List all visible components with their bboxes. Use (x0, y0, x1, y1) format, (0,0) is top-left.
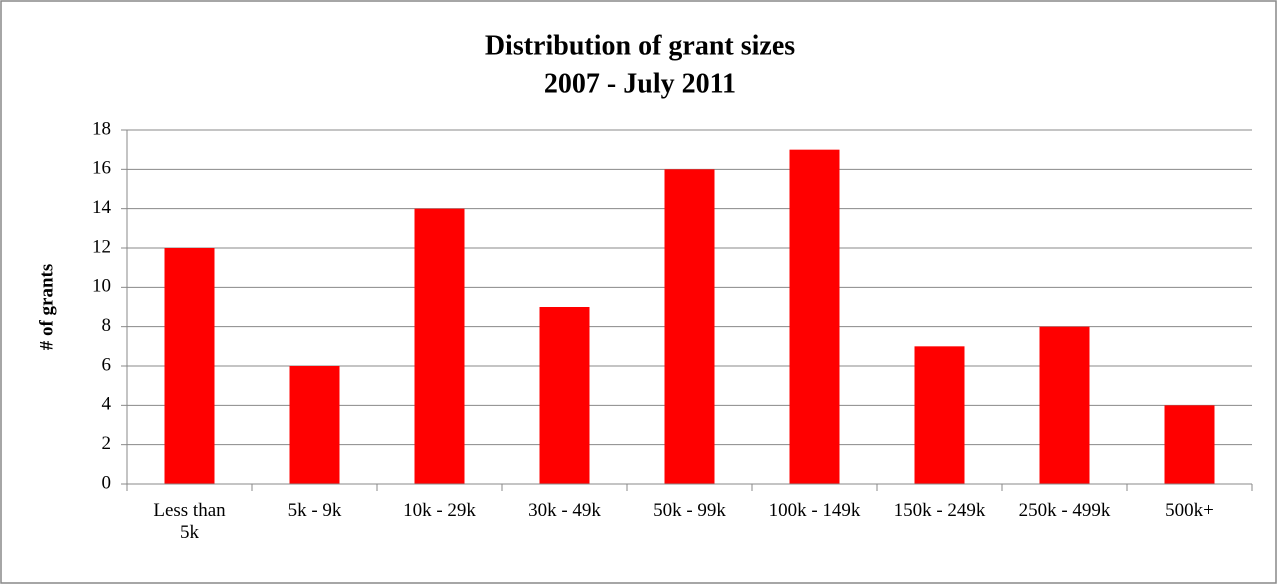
y-tick-label: 8 (102, 315, 112, 336)
y-axis-label: # of grants (36, 264, 57, 351)
bar (1164, 405, 1215, 484)
x-tick-label: Less than 5k (153, 500, 226, 543)
bar (914, 346, 965, 484)
x-tick-label: 150k - 249k (893, 500, 986, 521)
bar (1039, 326, 1090, 484)
bar (664, 169, 715, 485)
y-tick-label: 0 (102, 472, 112, 493)
x-tick-label: 250k - 499k (1018, 500, 1111, 521)
bar (539, 307, 590, 484)
x-tick-label: 10k - 29k (403, 500, 476, 521)
x-tick-label: 500k+ (1165, 500, 1214, 521)
bar (414, 208, 465, 484)
x-tick-label: 5k - 9k (287, 500, 342, 521)
chart-title: Distribution of grant sizes (485, 30, 795, 61)
y-tick-label: 2 (102, 433, 112, 454)
bar (289, 366, 340, 484)
y-tick-label: 10 (92, 276, 111, 297)
y-tick-label: 16 (92, 158, 111, 179)
x-tick-label: 50k - 99k (653, 500, 726, 521)
y-tick-label: 6 (102, 354, 112, 375)
bar (164, 248, 215, 484)
y-tick-label: 12 (92, 236, 111, 257)
y-tick-label: 18 (92, 118, 111, 139)
y-tick-label: 4 (102, 394, 112, 415)
chart-title: 2007 - July 2011 (544, 68, 736, 99)
x-tick-label: 30k - 49k (528, 500, 601, 521)
y-tick-label: 14 (92, 197, 112, 218)
x-tick-label: 100k - 149k (768, 500, 861, 521)
bar (789, 149, 840, 484)
